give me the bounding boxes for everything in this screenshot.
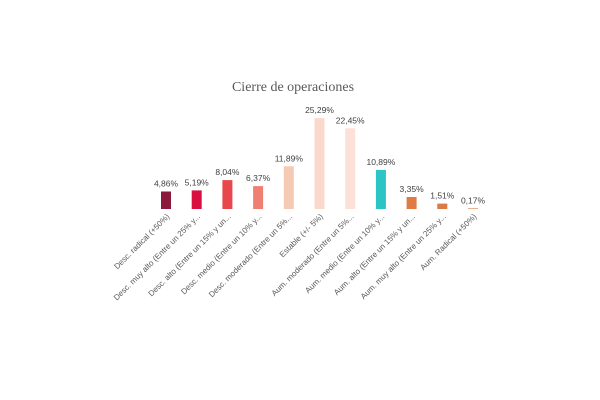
data-label-3: 6,37% xyxy=(246,173,271,183)
bar-7 xyxy=(375,169,386,209)
x-tick-label-10: Aum. Radical (+50%) xyxy=(418,212,478,272)
data-label-0: 4,86% xyxy=(154,179,179,189)
data-label-2: 8,04% xyxy=(215,167,240,177)
bar-10 xyxy=(468,208,478,209)
bars-group xyxy=(161,118,478,209)
bar-4 xyxy=(283,166,294,209)
bar-0 xyxy=(161,191,171,209)
data-label-9: 1,51% xyxy=(430,191,455,201)
bar-1 xyxy=(191,190,202,209)
x-tick-label-0: Desc. radical (+50%) xyxy=(112,212,171,271)
bar-2 xyxy=(222,180,233,209)
data-label-4: 11,89% xyxy=(275,153,304,163)
bar-5 xyxy=(314,118,325,209)
data-label-8: 3,35% xyxy=(400,184,425,194)
x-tick-labels-group: Desc. radical (+50%)Desc. muy alto (Entr… xyxy=(112,212,479,302)
data-label-6: 22,45% xyxy=(336,115,365,125)
data-label-7: 10,89% xyxy=(366,157,395,167)
chart-title: Cierre de operaciones xyxy=(232,80,354,95)
data-label-5: 25,29% xyxy=(305,105,334,115)
data-label-10: 0,17% xyxy=(461,195,486,205)
bar-6 xyxy=(345,128,356,209)
value-labels-group: 4,86% 5,19% 8,04% 6,37% 11,89% 25,29%22,45% 10… xyxy=(154,105,486,205)
bar-8 xyxy=(406,197,417,209)
bar-3 xyxy=(253,186,264,209)
bar-9 xyxy=(437,203,448,209)
data-label-1: 5,19% xyxy=(185,177,210,187)
